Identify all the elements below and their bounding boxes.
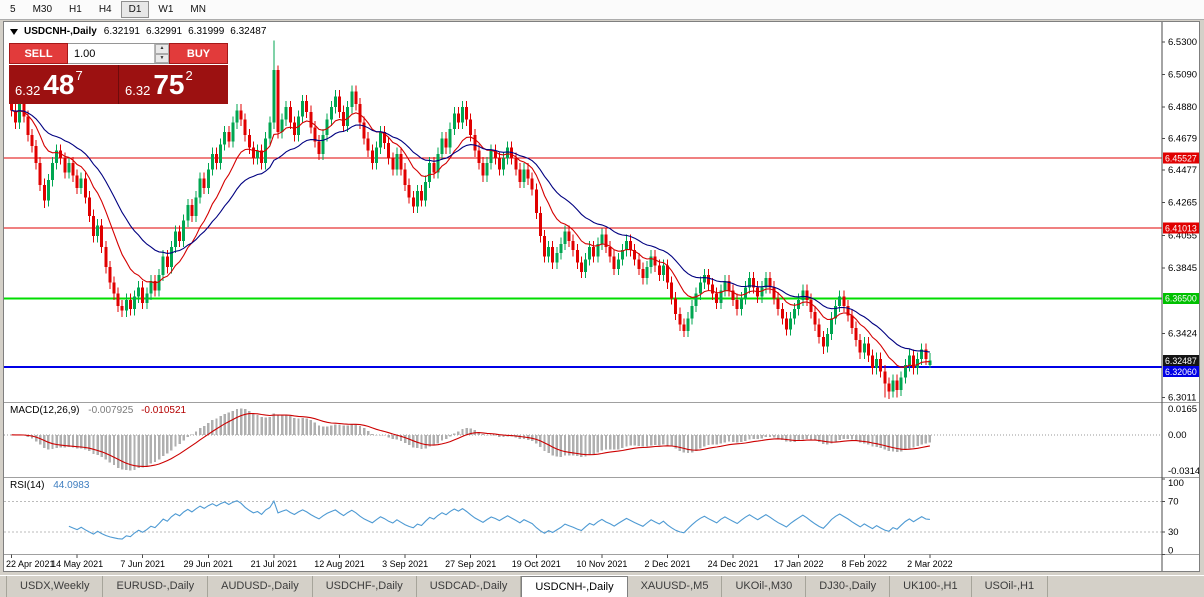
sell-price-display[interactable]: 6.32 48 7 xyxy=(9,65,118,104)
svg-text:3 Sep 2021: 3 Sep 2021 xyxy=(382,559,428,569)
macd-name: MACD(12,26,9) xyxy=(10,405,80,416)
svg-text:6.5300: 6.5300 xyxy=(1168,37,1197,48)
chart-tab-uk100-h1[interactable]: UK100-,H1 xyxy=(890,576,972,597)
rsi-name: RSI(14) xyxy=(10,480,45,491)
chart-tab-eurusd-daily[interactable]: EURUSD-,Daily xyxy=(103,576,209,597)
chart-canvas[interactable]: 6.5300 6.5090 6.4880 6.4679 6.4477 6.4265 6.40… xyxy=(4,22,1199,571)
volume-box: 1.00 ▲ ▼ xyxy=(68,43,169,64)
volume-down-icon[interactable]: ▼ xyxy=(155,53,169,63)
price-level-lines xyxy=(4,157,1162,369)
svg-text:21 Jul 2021: 21 Jul 2021 xyxy=(251,559,298,569)
svg-text:6.4679: 6.4679 xyxy=(1168,133,1197,144)
chart-tab-xauusd-m5[interactable]: XAUUSD-,M5 xyxy=(628,576,723,597)
svg-text:6.36500: 6.36500 xyxy=(1165,294,1197,304)
svg-text:6.3845: 6.3845 xyxy=(1168,263,1197,274)
svg-text:10 Nov 2021: 10 Nov 2021 xyxy=(576,559,627,569)
chart-tab-usdcad-daily[interactable]: USDCAD-,Daily xyxy=(417,576,522,597)
ohlc-close: 6.32487 xyxy=(230,26,267,37)
buy-price-big: 75 xyxy=(153,69,185,100)
svg-text:6.4055: 6.4055 xyxy=(1168,230,1197,241)
timeframe-d1-button[interactable]: D1 xyxy=(120,1,150,18)
svg-text:6.4880: 6.4880 xyxy=(1168,102,1197,113)
buy-price-display[interactable]: 6.32 75 2 xyxy=(119,65,228,104)
svg-text:6.4265: 6.4265 xyxy=(1168,198,1197,209)
svg-text:70: 70 xyxy=(1168,497,1179,508)
svg-text:8 Feb 2022: 8 Feb 2022 xyxy=(842,559,888,569)
svg-text:19 Oct 2021: 19 Oct 2021 xyxy=(512,559,561,569)
svg-text:7 Jun 2021: 7 Jun 2021 xyxy=(120,559,165,569)
ohlc-open: 6.32191 xyxy=(103,26,140,37)
svg-text:6.3424: 6.3424 xyxy=(1168,328,1197,339)
sell-price-prefix: 6.32 xyxy=(15,83,41,98)
chart-tab-usdchf-daily[interactable]: USDCHF-,Daily xyxy=(313,576,417,597)
svg-text:30: 30 xyxy=(1168,527,1179,538)
chart-window[interactable]: 6.5300 6.5090 6.4880 6.4679 6.4477 6.4265 6.40… xyxy=(3,21,1200,572)
timeframe-m30-button[interactable]: M30 xyxy=(32,4,53,15)
chart-tab-usdx-weekly[interactable]: USDX,Weekly xyxy=(6,576,104,597)
svg-text:100: 100 xyxy=(1168,478,1184,489)
chart-tab-audusd-daily[interactable]: AUDUSD-,Daily xyxy=(208,576,313,597)
svg-text:6.32487: 6.32487 xyxy=(1165,356,1197,366)
ohlc-low: 6.31999 xyxy=(188,26,225,37)
svg-text:2 Dec 2021: 2 Dec 2021 xyxy=(644,559,690,569)
svg-text:6.45527: 6.45527 xyxy=(1165,153,1197,163)
macd-pane xyxy=(4,408,1162,471)
chart-tab-ukoil-m30[interactable]: UKOil-,M30 xyxy=(722,576,807,597)
svg-text:6.32060: 6.32060 xyxy=(1165,367,1197,377)
macd-signal-value: -0.010521 xyxy=(141,405,187,416)
svg-text:2 Mar 2022: 2 Mar 2022 xyxy=(907,559,953,569)
svg-text:6.4477: 6.4477 xyxy=(1168,165,1197,176)
symbol-period-label: USDCNH-,Daily xyxy=(24,26,97,37)
svg-text:24 Dec 2021: 24 Dec 2021 xyxy=(708,559,759,569)
timeframe-h4-button[interactable]: H4 xyxy=(98,4,112,15)
chart-tab-bar: USDX,Weekly EURUSD-,Daily AUDUSD-,Daily USD… xyxy=(0,575,1204,597)
rsi-pane xyxy=(4,499,1162,540)
volume-input[interactable]: 1.00 xyxy=(74,48,96,60)
svg-text:6.5090: 6.5090 xyxy=(1168,70,1197,81)
macd-indicator-label: MACD(12,26,9) -0.007925 -0.010521 xyxy=(10,405,186,416)
ohlc-high: 6.32991 xyxy=(145,26,183,37)
chart-title: USDCNH-,Daily 6.32191 6.32991 6.31999 6.… xyxy=(10,26,272,37)
svg-text:0: 0 xyxy=(1168,546,1173,557)
volume-stepper: ▲ ▼ xyxy=(154,44,169,63)
svg-text:27 Sep 2021: 27 Sep 2021 xyxy=(445,559,496,569)
svg-text:0.0165: 0.0165 xyxy=(1168,404,1197,415)
moving-averages xyxy=(11,109,930,368)
buy-button[interactable]: BUY xyxy=(169,43,228,64)
svg-text:29 Jun 2021: 29 Jun 2021 xyxy=(184,559,234,569)
chart-tab-usoil-h1[interactable]: USOil-,H1 xyxy=(972,576,1049,597)
svg-text:22 Apr 2021: 22 Apr 2021 xyxy=(6,559,55,569)
sell-price-pip: 7 xyxy=(75,68,83,83)
timeframe-5-button[interactable]: 5 xyxy=(10,4,16,15)
chart-tab-usdcnh-daily[interactable]: USDCNH-,Daily xyxy=(521,576,628,597)
svg-text:14 May 2021: 14 May 2021 xyxy=(51,559,103,569)
timeframe-w1-button[interactable]: W1 xyxy=(158,4,174,15)
chart-tab-dj30-daily[interactable]: DJ30-,Daily xyxy=(806,576,891,597)
sell-price-big: 48 xyxy=(43,69,75,100)
svg-text:12 Aug 2021: 12 Aug 2021 xyxy=(314,559,365,569)
rsi-value: 44.0983 xyxy=(53,480,90,491)
sell-button[interactable]: SELL xyxy=(9,43,68,64)
volume-up-icon[interactable]: ▲ xyxy=(155,44,169,54)
rsi-indicator-label: RSI(14) 44.0983 xyxy=(10,480,89,491)
timeframe-mn-button[interactable]: MN xyxy=(190,4,206,15)
svg-text:6.41013: 6.41013 xyxy=(1165,223,1197,233)
one-click-trading-panel: SELL 1.00 ▲ ▼ BUY 6.32 48 7 6.32 75 2 xyxy=(9,43,228,104)
svg-text:-0.0314: -0.0314 xyxy=(1168,466,1199,477)
timeframe-h1-button[interactable]: H1 xyxy=(69,4,82,15)
price-axis[interactable]: 6.5300 6.5090 6.4880 6.4679 6.4477 6.4265 6.40… xyxy=(1161,22,1199,571)
timeframe-toolbar: 5 M30 H1 H4 D1 W1 MN xyxy=(0,0,1204,20)
one-click-panel-toggle-icon[interactable] xyxy=(10,28,18,35)
svg-text:0.00: 0.00 xyxy=(1168,430,1187,441)
svg-text:17 Jan 2022: 17 Jan 2022 xyxy=(774,559,824,569)
macd-main-value: -0.007925 xyxy=(88,405,134,416)
buy-price-pip: 2 xyxy=(185,68,193,83)
svg-text:6.3011: 6.3011 xyxy=(1168,393,1196,404)
buy-price-prefix: 6.32 xyxy=(125,83,151,98)
